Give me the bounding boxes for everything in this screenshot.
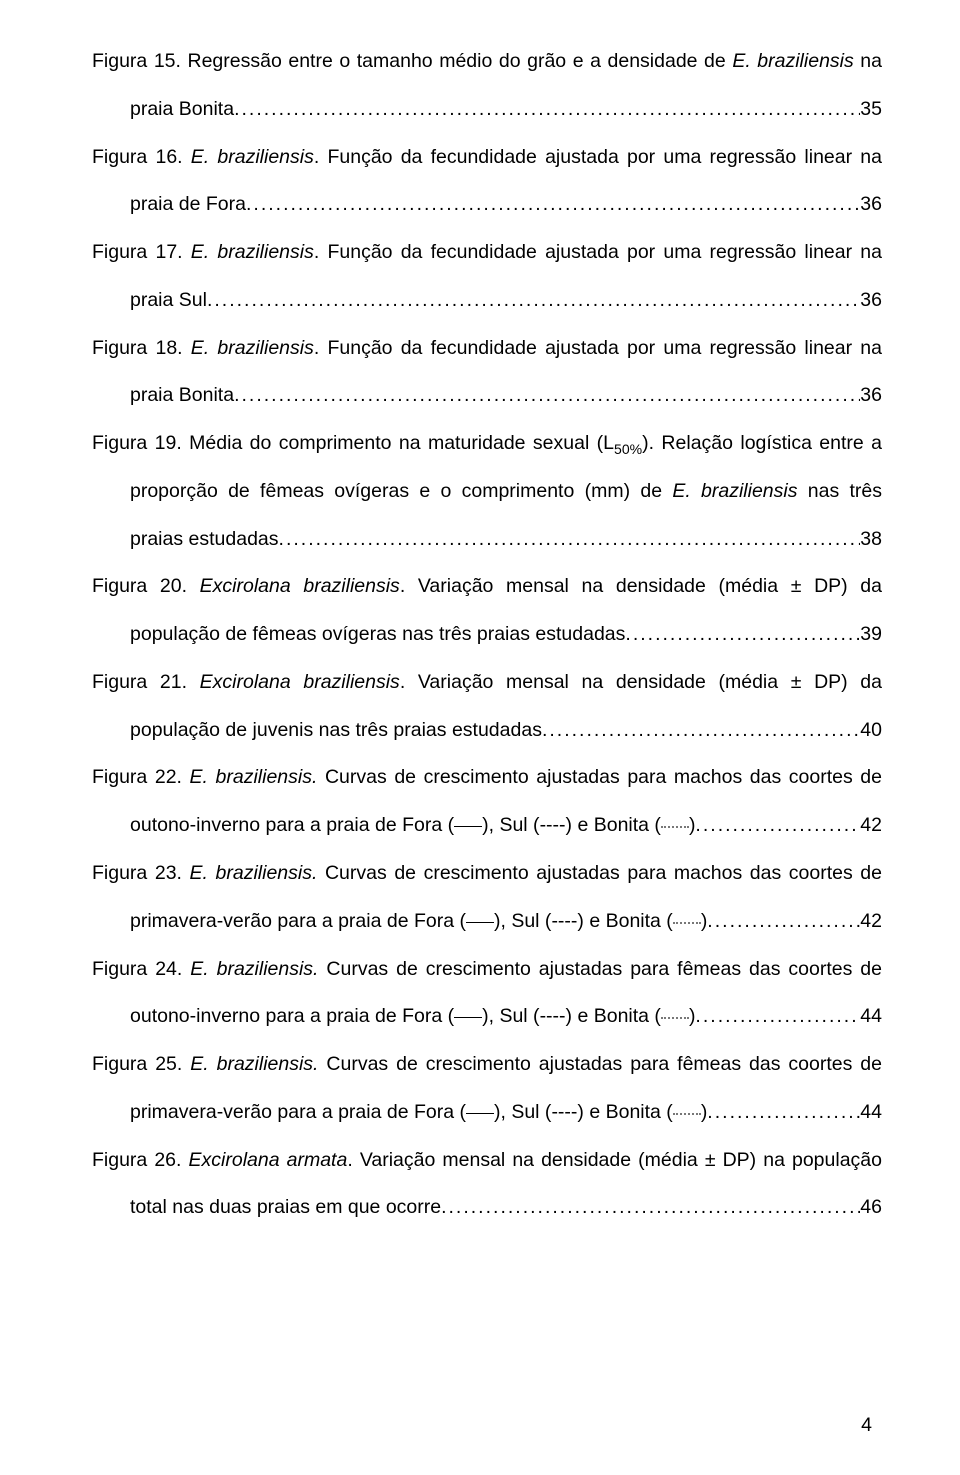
figure-entry-line: praias estudadas........................… bbox=[92, 516, 882, 564]
figure-entry: Figura 22. E. braziliensis. Curvas de cr… bbox=[92, 754, 882, 850]
legend-solid-line bbox=[466, 912, 494, 932]
figure-entry: Figura 16. E. braziliensis. Função da fe… bbox=[92, 134, 882, 230]
entry-page-number: 42 bbox=[860, 898, 882, 946]
figure-entry-line: outono-inverno para a praia de Fora (), … bbox=[92, 802, 882, 850]
entry-page-number: 36 bbox=[860, 277, 882, 325]
entry-text: praia Bonita. bbox=[130, 86, 240, 134]
figure-entry: Figura 15. Regressão entre o tamanho méd… bbox=[92, 38, 882, 134]
legend-solid-line bbox=[466, 1103, 494, 1123]
entry-text: praia de Fora. bbox=[130, 181, 251, 229]
entry-page-number: 44 bbox=[860, 1089, 882, 1137]
entry-text: população de fêmeas ovígeras nas três pr… bbox=[130, 611, 631, 659]
legend-dotted-line bbox=[661, 1007, 689, 1027]
dot-leader: ........................................… bbox=[240, 372, 861, 420]
figure-entry: Figura 25. E. braziliensis. Curvas de cr… bbox=[92, 1041, 882, 1137]
dot-leader: ........................................… bbox=[701, 802, 860, 850]
figure-entry: Figura 26. Excirolana armata. Variação m… bbox=[92, 1137, 882, 1233]
figure-entry: Figura 21. Excirolana braziliensis. Vari… bbox=[92, 659, 882, 755]
legend-dotted-line bbox=[673, 912, 701, 932]
figure-entry-line: Figura 23. E. braziliensis. Curvas de cr… bbox=[92, 850, 882, 898]
legend-dashed-line: ---- bbox=[551, 1101, 577, 1123]
entry-text: primavera-verão para a praia de Fora (),… bbox=[130, 898, 713, 946]
dot-leader: ........................................… bbox=[631, 611, 860, 659]
dot-leader: ........................................… bbox=[701, 993, 860, 1041]
entry-text: primavera-verão para a praia de Fora (),… bbox=[130, 1089, 713, 1137]
figure-entry-line: Figura 15. Regressão entre o tamanho méd… bbox=[92, 38, 882, 86]
figure-entry-line: Figura 22. E. braziliensis. Curvas de cr… bbox=[92, 754, 882, 802]
legend-dashed-line: ---- bbox=[551, 910, 577, 932]
entry-text: total nas duas praias em que ocorre. bbox=[130, 1184, 447, 1232]
page-number: 4 bbox=[861, 1414, 872, 1437]
figure-entry-line: Figura 17. E. braziliensis. Função da fe… bbox=[92, 229, 882, 277]
figure-entry-line: primavera-verão para a praia de Fora (),… bbox=[92, 1089, 882, 1137]
figure-entry-line: Figura 18. E. braziliensis. Função da fe… bbox=[92, 325, 882, 373]
figure-entry-line: praia de Fora...........................… bbox=[92, 181, 882, 229]
figure-entry-line: praia Sul...............................… bbox=[92, 277, 882, 325]
entry-text: população de juvenis nas três praias est… bbox=[130, 707, 547, 755]
dot-leader: ........................................… bbox=[284, 516, 860, 564]
figure-entry-line: Figura 19. Média do comprimento na matur… bbox=[92, 420, 882, 468]
entry-page-number: 35 bbox=[860, 86, 882, 134]
figure-entry-line: população de juvenis nas três praias est… bbox=[92, 707, 882, 755]
figure-entry-line: população de fêmeas ovígeras nas três pr… bbox=[92, 611, 882, 659]
figure-entry-line: proporção de fêmeas ovígeras e o comprim… bbox=[92, 468, 882, 516]
figure-entry-line: total nas duas praias em que ocorre.....… bbox=[92, 1184, 882, 1232]
entry-text: praia Sul. bbox=[130, 277, 212, 325]
entry-text: praia Bonita. bbox=[130, 372, 240, 420]
legend-solid-line bbox=[454, 816, 482, 836]
entry-page-number: 36 bbox=[860, 372, 882, 420]
figure-entry-line: Figura 20. Excirolana braziliensis. Vari… bbox=[92, 563, 882, 611]
entry-page-number: 40 bbox=[860, 707, 882, 755]
figure-entry: Figura 18. E. braziliensis. Função da fe… bbox=[92, 325, 882, 421]
figure-entry-line: primavera-verão para a praia de Fora (),… bbox=[92, 898, 882, 946]
figure-entry-line: praia Bonita............................… bbox=[92, 372, 882, 420]
legend-dotted-line bbox=[673, 1103, 701, 1123]
entry-page-number: 36 bbox=[860, 181, 882, 229]
entry-page-number: 39 bbox=[860, 611, 882, 659]
figure-entry: Figura 19. Média do comprimento na matur… bbox=[92, 420, 882, 563]
dot-leader: ........................................… bbox=[547, 707, 860, 755]
entry-text: outono-inverno para a praia de Fora (), … bbox=[130, 993, 701, 1041]
dot-leader: ........................................… bbox=[447, 1184, 861, 1232]
entry-page-number: 38 bbox=[860, 516, 882, 564]
figure-entry: Figura 24. E. braziliensis. Curvas de cr… bbox=[92, 946, 882, 1042]
figure-entry: Figura 20. Excirolana braziliensis. Vari… bbox=[92, 563, 882, 659]
figure-entry-line: Figura 24. E. braziliensis. Curvas de cr… bbox=[92, 946, 882, 994]
dot-leader: ........................................… bbox=[240, 86, 861, 134]
entry-page-number: 46 bbox=[860, 1184, 882, 1232]
legend-dotted-line bbox=[661, 816, 689, 836]
entry-text: outono-inverno para a praia de Fora (), … bbox=[130, 802, 701, 850]
figure-list: Figura 15. Regressão entre o tamanho méd… bbox=[92, 38, 882, 1232]
dot-leader: ........................................… bbox=[212, 277, 860, 325]
figure-entry-line: praia Bonita............................… bbox=[92, 86, 882, 134]
dot-leader: ........................................… bbox=[713, 1089, 861, 1137]
legend-solid-line bbox=[454, 1007, 482, 1027]
entry-page-number: 42 bbox=[860, 802, 882, 850]
legend-dashed-line: ---- bbox=[540, 1005, 566, 1027]
figure-entry-line: Figura 26. Excirolana armata. Variação m… bbox=[92, 1137, 882, 1185]
document-page: Figura 15. Regressão entre o tamanho méd… bbox=[0, 0, 960, 1475]
legend-dashed-line: ---- bbox=[540, 814, 566, 836]
dot-leader: ........................................… bbox=[251, 181, 860, 229]
entry-text: praias estudadas. bbox=[130, 516, 284, 564]
entry-page-number: 44 bbox=[860, 993, 882, 1041]
dot-leader: ........................................… bbox=[713, 898, 861, 946]
figure-entry-line: Figura 21. Excirolana braziliensis. Vari… bbox=[92, 659, 882, 707]
figure-entry: Figura 23. E. braziliensis. Curvas de cr… bbox=[92, 850, 882, 946]
figure-entry-line: outono-inverno para a praia de Fora (), … bbox=[92, 993, 882, 1041]
figure-entry-line: Figura 16. E. braziliensis. Função da fe… bbox=[92, 134, 882, 182]
figure-entry: Figura 17. E. braziliensis. Função da fe… bbox=[92, 229, 882, 325]
figure-entry-line: Figura 25. E. braziliensis. Curvas de cr… bbox=[92, 1041, 882, 1089]
